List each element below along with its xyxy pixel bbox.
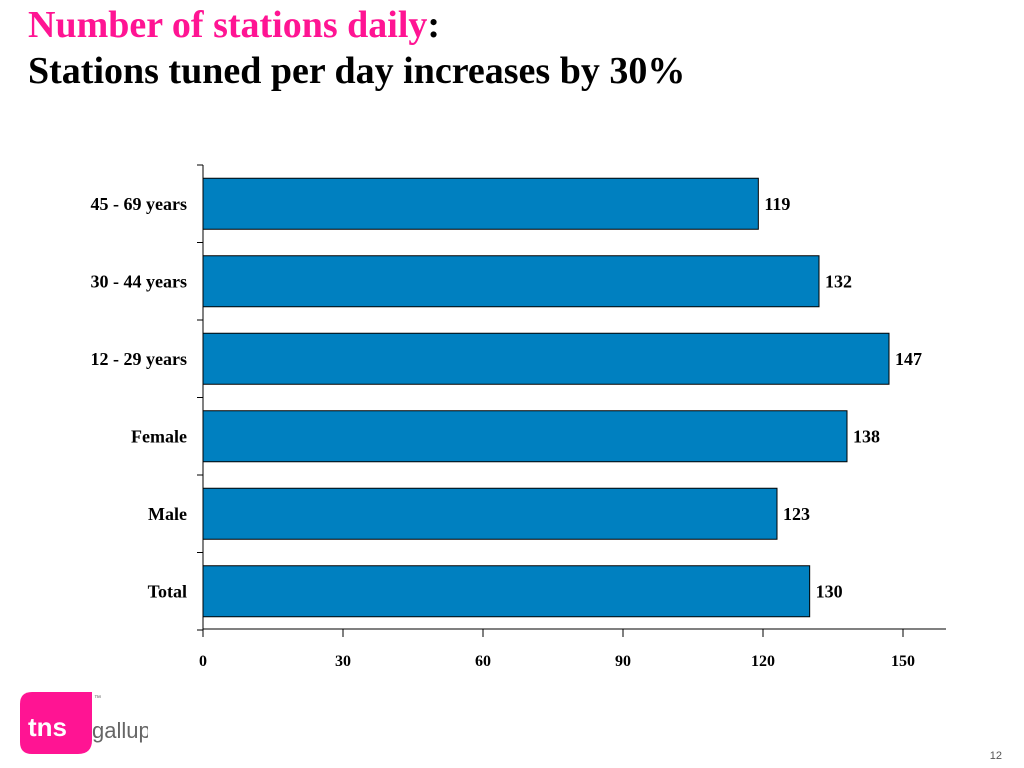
category-label: 30 - 44 years [91, 271, 187, 291]
data-label: 132 [825, 271, 852, 291]
tns-gallup-logo: tns ™ gallup [20, 692, 148, 754]
x-tick-label: 60 [475, 653, 491, 670]
category-label: 12 - 29 years [91, 349, 187, 369]
logo-shape [20, 692, 92, 754]
logo-trademark: ™ [94, 695, 101, 702]
bar [202, 487, 778, 540]
bar [202, 332, 890, 385]
x-tick-label: 90 [615, 653, 631, 670]
category-label: Male [148, 504, 187, 524]
data-label: 119 [764, 194, 790, 214]
category-label: Total [148, 581, 187, 601]
logo-partner-text: gallup [92, 718, 148, 743]
data-label: 138 [853, 426, 880, 446]
data-label: 123 [783, 504, 810, 524]
slide-title: Number of stations daily: Stations tuned… [28, 2, 685, 94]
x-tick-label: 150 [891, 653, 915, 670]
title-main: Number of stations daily [28, 4, 428, 46]
bar [202, 565, 811, 618]
subtitle: Stations tuned per day increases by 30% [28, 50, 686, 92]
data-label: 147 [895, 349, 922, 369]
bar [202, 177, 759, 230]
title-colon: : [427, 4, 441, 46]
x-tick-label: 30 [335, 653, 351, 670]
logo-brand-text: tns [28, 712, 67, 742]
data-label: 130 [816, 581, 843, 601]
title-line: Number of stations daily: [28, 2, 685, 48]
bar [202, 410, 848, 463]
x-tick-label: 0 [199, 653, 207, 670]
page-number: 12 [989, 750, 1002, 762]
category-label: Female [131, 426, 187, 446]
bar [202, 255, 820, 308]
x-tick-label: 120 [751, 653, 775, 670]
category-label: 45 - 69 years [91, 194, 187, 214]
